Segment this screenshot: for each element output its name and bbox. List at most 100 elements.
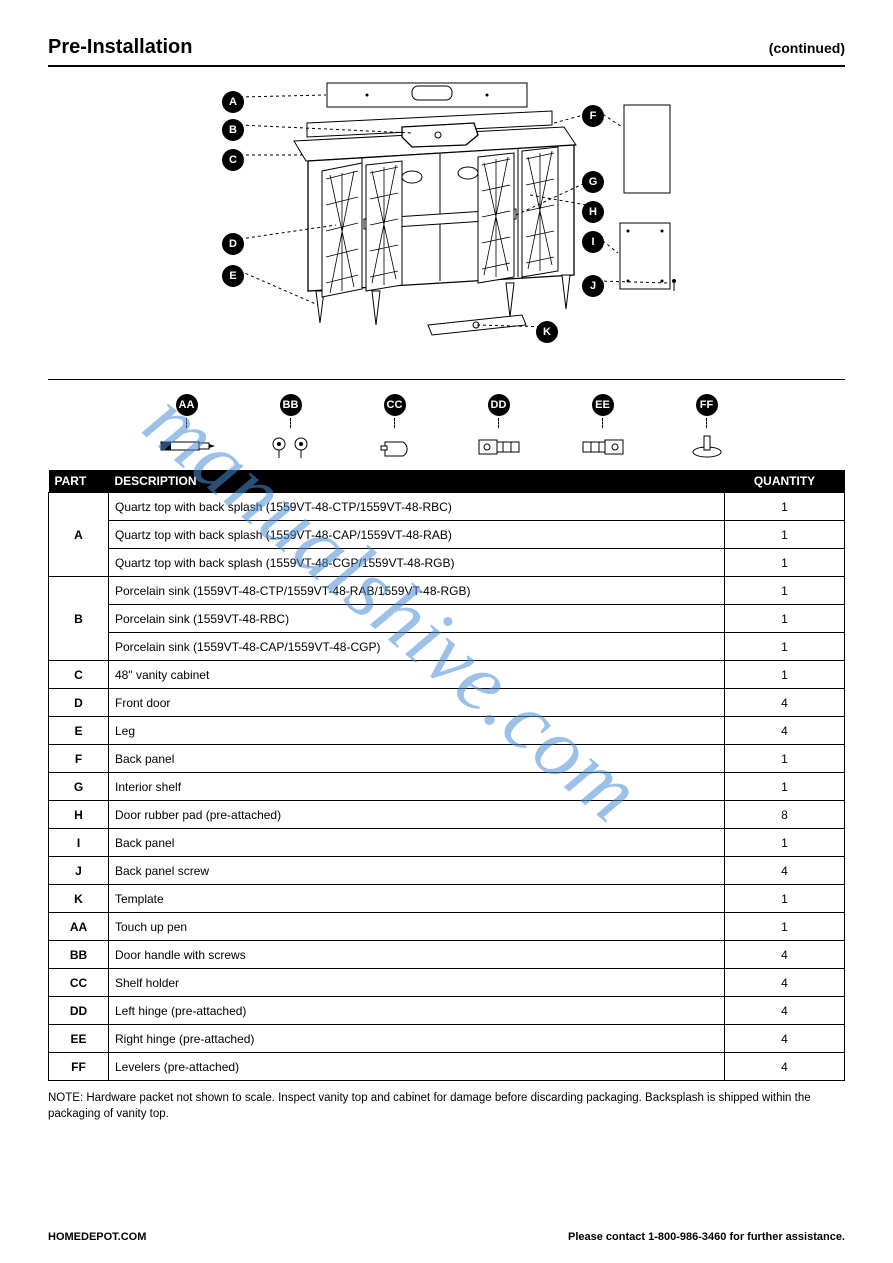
hw-item-cc: CC: [360, 394, 430, 460]
table-row: DFront door4: [49, 689, 845, 717]
footer-left: HOMEDEPOT.COM: [48, 1231, 146, 1243]
part-cell: BB: [49, 941, 109, 969]
desc-cell: Left hinge (pre-attached): [109, 997, 725, 1025]
qty-cell: 1: [725, 577, 845, 605]
callout-e: E: [222, 265, 244, 287]
callout-f: F: [582, 105, 604, 127]
qty-cell: 4: [725, 1025, 845, 1053]
desc-cell: Shelf holder: [109, 969, 725, 997]
qty-cell: 4: [725, 969, 845, 997]
qty-cell: 1: [725, 605, 845, 633]
page-title: Pre-Installation: [48, 36, 192, 59]
desc-cell: Back panel screw: [109, 857, 725, 885]
desc-cell: Porcelain sink (1559VT-48-CTP/1559VT-48-…: [109, 577, 725, 605]
desc-cell: Levelers (pre-attached): [109, 1053, 725, 1081]
part-cell: B: [49, 577, 109, 661]
part-cell: DD: [49, 997, 109, 1025]
desc-cell: Touch up pen: [109, 913, 725, 941]
part-cell: J: [49, 857, 109, 885]
hw-item-bb: BB: [256, 394, 326, 460]
desc-cell: Porcelain sink (1559VT-48-CAP/1559VT-48-…: [109, 633, 725, 661]
hw-item-aa: AA: [152, 394, 222, 460]
parts-table: PART DESCRIPTION QUANTITY AQuartz top wi…: [48, 470, 845, 1081]
table-row: KTemplate1: [49, 885, 845, 913]
qty-cell: 1: [725, 521, 845, 549]
table-row: JBack panel screw4: [49, 857, 845, 885]
desc-cell: Quartz top with back splash (1559VT-48-C…: [109, 521, 725, 549]
part-cell: C: [49, 661, 109, 689]
hardware-row: AA BB CC: [48, 388, 845, 460]
footer: HOMEDEPOT.COM Please contact 1-800-986-3…: [48, 1231, 845, 1243]
desc-cell: Quartz top with back splash (1559VT-48-C…: [109, 549, 725, 577]
part-cell: D: [49, 689, 109, 717]
hw-item-ff: FF: [672, 394, 742, 460]
table-row: DDLeft hinge (pre-attached)4: [49, 997, 845, 1025]
desc-cell: Door rubber pad (pre-attached): [109, 801, 725, 829]
hw-item-ee: EE: [568, 394, 638, 460]
hw-label: EE: [592, 394, 614, 416]
qty-cell: 1: [725, 633, 845, 661]
callout-a: A: [222, 91, 244, 113]
desc-cell: Back panel: [109, 829, 725, 857]
part-cell: K: [49, 885, 109, 913]
table-row: FBack panel1: [49, 745, 845, 773]
desc-cell: Porcelain sink (1559VT-48-RBC): [109, 605, 725, 633]
table-row: AQuartz top with back splash (1559VT-48-…: [49, 493, 845, 521]
divider: [48, 379, 845, 380]
qty-cell: 1: [725, 913, 845, 941]
hw-item-dd: DD: [464, 394, 534, 460]
table-row: GInterior shelf1: [49, 773, 845, 801]
part-cell: FF: [49, 1053, 109, 1081]
footer-right: Please contact 1-800-986-3460 for furthe…: [568, 1231, 845, 1243]
leveler-icon: [677, 432, 737, 460]
hw-label: FF: [696, 394, 718, 416]
part-cell: CC: [49, 969, 109, 997]
table-row: CCShelf holder4: [49, 969, 845, 997]
part-cell: A: [49, 493, 109, 577]
th-desc: DESCRIPTION: [109, 470, 725, 493]
qty-cell: 4: [725, 997, 845, 1025]
th-qty: QUANTITY: [725, 470, 845, 493]
table-row: FFLevelers (pre-attached)4: [49, 1053, 845, 1081]
table-row: BPorcelain sink (1559VT-48-CTP/1559VT-48…: [49, 577, 845, 605]
shelf-holder-icon: [365, 432, 425, 460]
table-row: Quartz top with back splash (1559VT-48-C…: [49, 521, 845, 549]
part-cell: EE: [49, 1025, 109, 1053]
qty-cell: 1: [725, 745, 845, 773]
callout-h: H: [582, 201, 604, 223]
qty-cell: 1: [725, 885, 845, 913]
desc-cell: Right hinge (pre-attached): [109, 1025, 725, 1053]
part-cell: F: [49, 745, 109, 773]
qty-cell: 1: [725, 829, 845, 857]
desc-cell: Front door: [109, 689, 725, 717]
callout-c: C: [222, 149, 244, 171]
qty-cell: 4: [725, 1053, 845, 1081]
desc-cell: Door handle with screws: [109, 941, 725, 969]
desc-cell: Interior shelf: [109, 773, 725, 801]
touchup-pen-icon: [157, 432, 217, 460]
callout-k: K: [536, 321, 558, 343]
exploded-diagram: ABCDEFGHIJK: [48, 75, 845, 375]
door-handle-icon: [261, 432, 321, 460]
desc-cell: Template: [109, 885, 725, 913]
callout-i: I: [582, 231, 604, 253]
left-hinge-icon: [469, 432, 529, 460]
callout-d: D: [222, 233, 244, 255]
note-text: NOTE: Hardware packet not shown to scale…: [48, 1091, 845, 1122]
qty-cell: 4: [725, 717, 845, 745]
th-part: PART: [49, 470, 109, 493]
qty-cell: 4: [725, 857, 845, 885]
part-cell: H: [49, 801, 109, 829]
table-row: BBDoor handle with screws4: [49, 941, 845, 969]
desc-cell: 48" vanity cabinet: [109, 661, 725, 689]
page-subtitle: (continued): [769, 40, 845, 56]
table-row: Porcelain sink (1559VT-48-RBC)1: [49, 605, 845, 633]
table-row: AATouch up pen1: [49, 913, 845, 941]
qty-cell: 1: [725, 549, 845, 577]
table-row: IBack panel1: [49, 829, 845, 857]
qty-cell: 4: [725, 689, 845, 717]
callout-j: J: [582, 275, 604, 297]
callout-g: G: [582, 171, 604, 193]
hw-label: AA: [176, 394, 198, 416]
desc-cell: Quartz top with back splash (1559VT-48-C…: [109, 493, 725, 521]
